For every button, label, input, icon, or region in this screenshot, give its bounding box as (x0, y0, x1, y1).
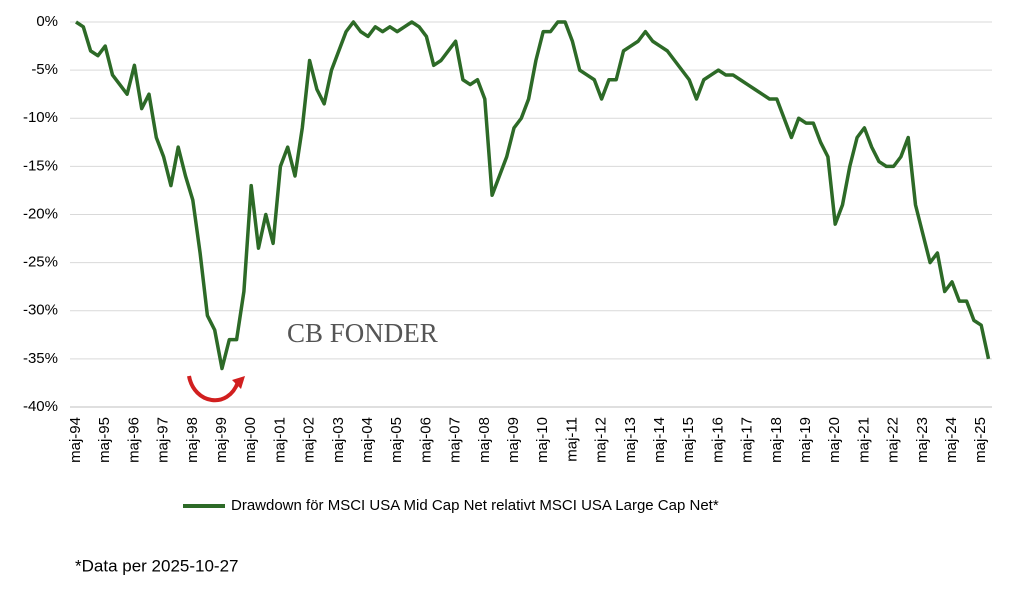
x-tick-label: maj-23 (914, 417, 931, 463)
arrow-head (232, 376, 245, 389)
x-tick-label: maj-05 (388, 417, 405, 463)
x-tick-label: maj-20 (826, 417, 843, 463)
legend-label: Drawdown för MSCI USA Mid Cap Net relati… (231, 497, 719, 514)
x-tick-label: maj-03 (330, 417, 347, 463)
x-tick-label: maj-08 (476, 417, 493, 463)
x-tick-label: maj-21 (855, 417, 872, 463)
footnote: *Data per 2025-10-27 (75, 556, 239, 575)
x-tick-label: maj-11 (563, 417, 580, 462)
x-tick-label: maj-17 (739, 417, 756, 463)
x-tick-label: maj-15 (680, 417, 697, 463)
y-tick-label: -5% (31, 61, 58, 78)
y-tick-label: -35% (23, 350, 58, 367)
x-tick-label: maj-16 (709, 417, 726, 463)
y-tick-label: -30% (23, 302, 58, 319)
x-tick-label: maj-99 (213, 417, 230, 463)
watermark: CB FONDER (287, 318, 438, 348)
x-tick-label: maj-18 (768, 417, 785, 463)
x-tick-label: maj-94 (67, 417, 84, 463)
x-tick-label: maj-02 (301, 417, 318, 463)
x-tick-label: maj-01 (271, 417, 288, 463)
x-tick-label: maj-07 (447, 417, 464, 463)
y-tick-label: -25% (23, 254, 58, 271)
x-tick-label: maj-98 (184, 417, 201, 463)
x-tick-label: maj-10 (534, 417, 551, 463)
x-tick-label: maj-14 (651, 417, 668, 463)
x-tick-label: maj-09 (505, 417, 522, 463)
x-tick-label: maj-06 (417, 417, 434, 463)
x-tick-label: maj-12 (593, 417, 610, 463)
x-tick-label: maj-00 (242, 417, 259, 463)
decorative-arrow (187, 375, 240, 403)
x-tick-label: maj-96 (125, 417, 142, 463)
y-tick-label: -20% (23, 205, 58, 222)
x-tick-label: maj-13 (622, 417, 639, 463)
x-tick-label: maj-97 (155, 417, 172, 463)
x-tick-label: maj-19 (797, 417, 814, 463)
x-tick-label: maj-95 (96, 417, 113, 463)
y-tick-label: -15% (23, 157, 58, 174)
x-tick-label: maj-04 (359, 417, 376, 463)
x-tick-label: maj-22 (885, 417, 902, 463)
data-line (75, 20, 991, 371)
y-tick-label: -10% (23, 109, 58, 126)
y-tick-label: 0% (36, 13, 58, 30)
x-tick-label: maj-24 (943, 417, 960, 463)
y-tick-label: -40% (23, 398, 58, 415)
x-tick-label: maj-25 (972, 417, 989, 463)
